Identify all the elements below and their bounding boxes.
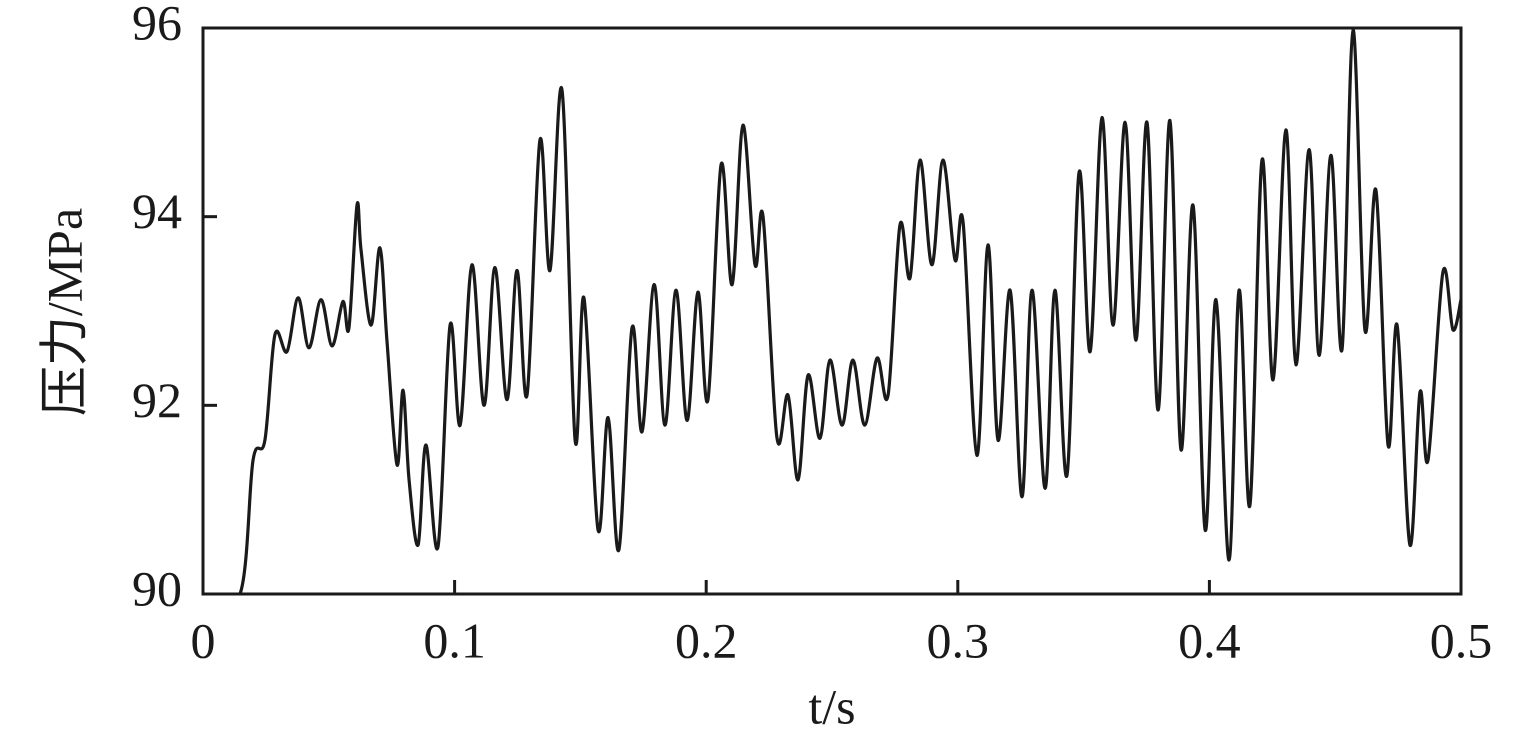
data-line [203, 28, 1461, 594]
y-tick-label: 90 [132, 560, 182, 616]
x-tick-label: 0.5 [1430, 612, 1493, 668]
x-tick-label: 0 [191, 612, 216, 668]
x-tick-label: 0.1 [423, 612, 486, 668]
plot-frame [201, 26, 1463, 596]
y-tick-label: 92 [132, 372, 182, 428]
y-tick-label: 96 [132, 0, 182, 50]
x-tick-label: 0.3 [927, 612, 990, 668]
x-axis-label: t/s [808, 678, 855, 734]
y-tick-label: 94 [132, 183, 182, 239]
x-tick-label: 0.2 [675, 612, 738, 668]
y-axis-label: 压力/MPa [36, 208, 92, 416]
x-tick-label: 0.4 [1178, 612, 1241, 668]
